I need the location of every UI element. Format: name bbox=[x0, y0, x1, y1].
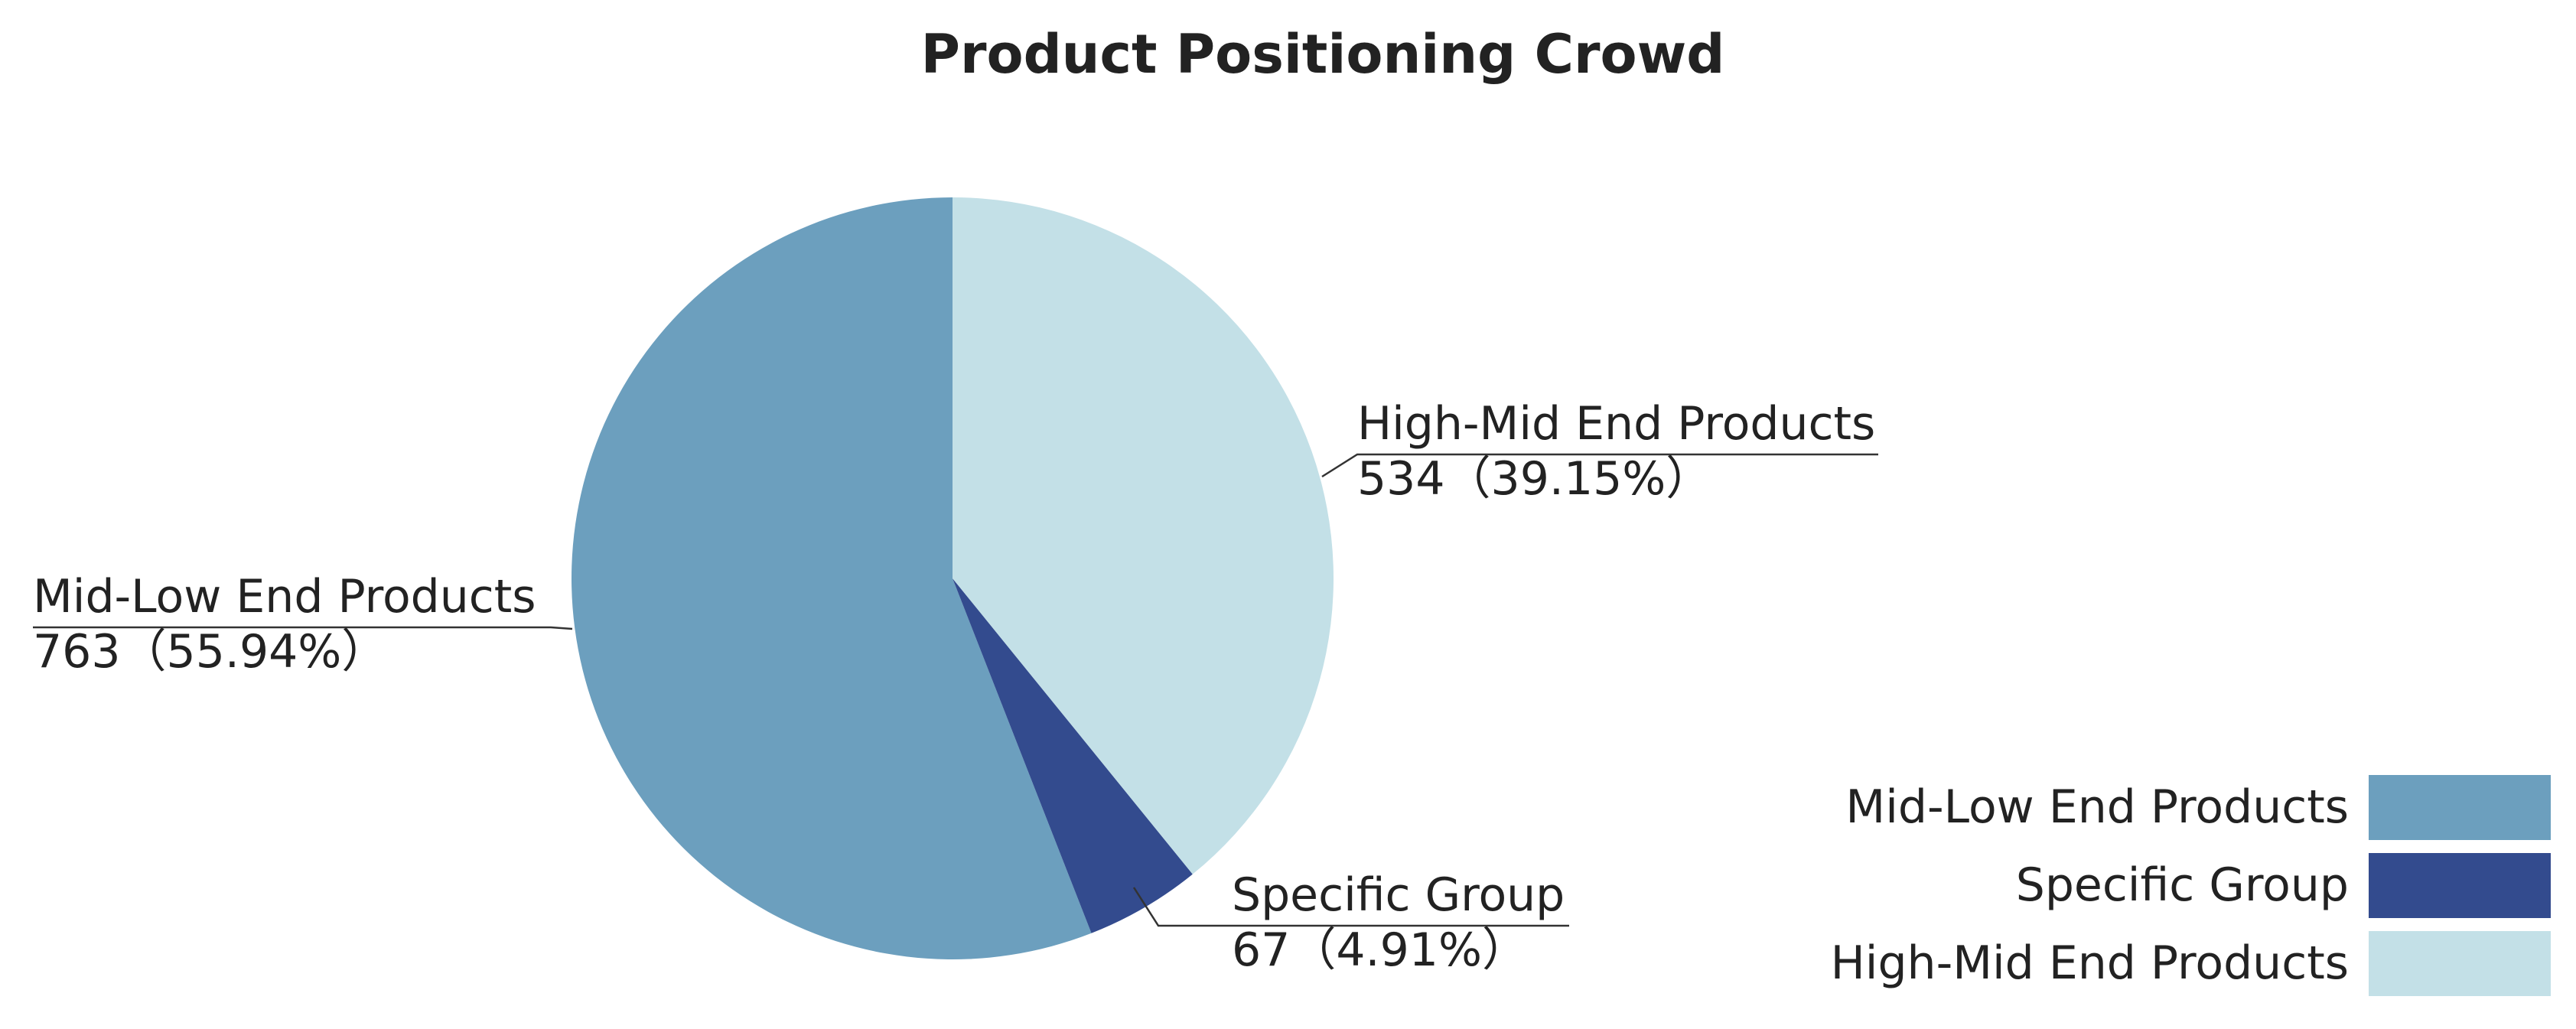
legend-label: High-Mid End Products bbox=[1831, 936, 2349, 990]
legend-label: Mid-Low End Products bbox=[1845, 780, 2349, 834]
legend-swatch bbox=[2369, 853, 2551, 918]
slice-label: High-Mid End Products bbox=[1357, 397, 1875, 451]
pie-slice bbox=[953, 197, 1334, 874]
legend-swatch bbox=[2369, 775, 2551, 840]
chart-title: Product Positioning Crowd bbox=[921, 23, 1725, 86]
pie-slice bbox=[953, 578, 1193, 933]
leader-line bbox=[1321, 453, 1878, 478]
legend-swatch bbox=[2369, 931, 2551, 996]
slice-label: Mid-Low End Products bbox=[33, 570, 536, 624]
leader-line bbox=[1132, 887, 1569, 927]
pie-slice bbox=[571, 197, 1092, 960]
slice-value-label: 534（39.15%） bbox=[1357, 452, 1711, 506]
leader-line bbox=[33, 626, 573, 630]
legend-label: Specific Group bbox=[2016, 858, 2349, 912]
slice-value-label: 67（4.91%） bbox=[1232, 923, 1528, 977]
slice-label: Specific Group bbox=[1232, 868, 1565, 922]
slice-value-label: 763（55.94%） bbox=[33, 625, 387, 679]
